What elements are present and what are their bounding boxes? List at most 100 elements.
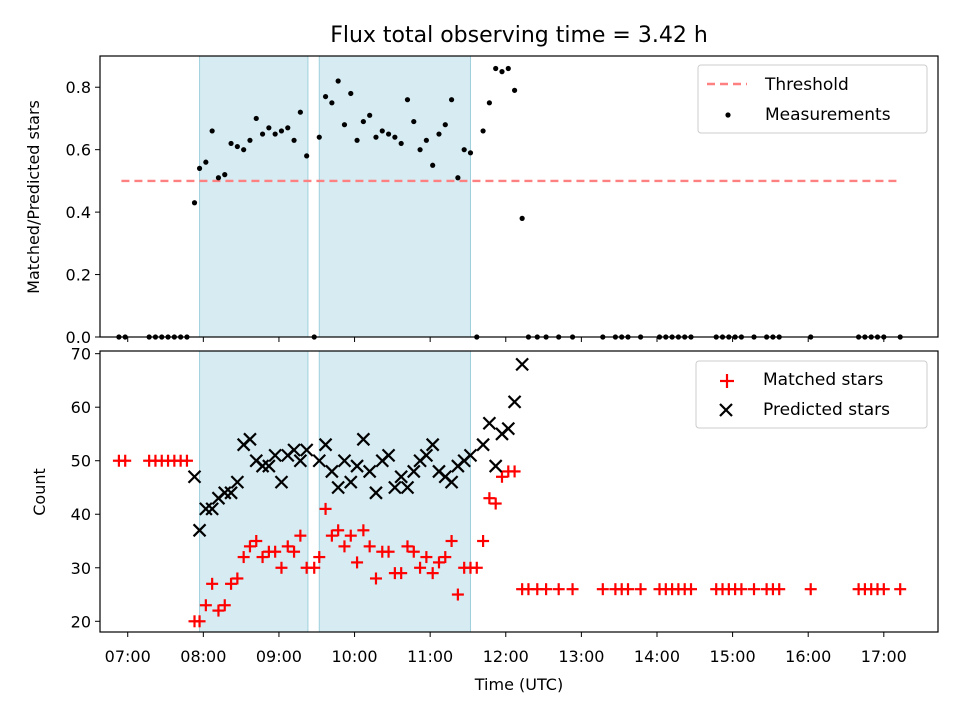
matched-stars-point [508,465,521,478]
x-tick-label: 14:00 [634,647,680,666]
predicted-stars-point [325,464,339,479]
matched-stars-point [451,588,464,601]
measurement-point [505,65,511,72]
matched-stars-point [281,540,294,553]
matched-stars-point [401,540,414,553]
bottom-plot-frame [99,350,939,633]
bottom-legend: Matched stars Predicted stars [695,360,928,429]
bottom-panel: 20 30 40 50 60 70 07:00 08:00 09:00 10:00 11:00 12… [30,345,939,694]
predicted-stars-legend-swatch [719,403,733,417]
matched-stars-point [225,577,238,590]
matched-stars-point [483,492,496,505]
matched-stars-point [313,551,326,564]
matched-stars-point [351,556,364,569]
bottom-y-axis-label: Count [30,468,49,516]
predicted-stars-point [444,475,459,489]
matched-stars-point [332,524,345,537]
measurement-point [241,147,247,153]
matched-stars-point [119,454,132,467]
matched-stars-point [243,540,256,553]
x-tick-label: 09:00 [256,647,302,666]
measurement-point [348,90,354,97]
predicted-stars-point [362,464,377,479]
matched-stars-point [477,535,490,548]
measurement-point [448,97,455,103]
predicted-stars-point [312,453,327,468]
predicted-stars-point [482,416,497,431]
measurement-point [329,100,335,106]
predicted-stars-point [255,459,270,473]
matched-stars-series [112,454,907,628]
predicted-stars-point [356,432,371,447]
measurement-point [191,200,198,206]
measurement-point [367,112,373,118]
matched-stars-point [256,551,269,564]
matched-stars-legend-swatch [720,374,734,388]
top-y-axis-ticks: 0.0 0.2 0.4 0.6 0.8 [66,78,100,347]
measurement-point [322,93,329,100]
y-tick-label: 70 [71,345,91,364]
measurement-point [278,128,285,134]
predicted-stars-point [406,464,421,479]
matched-stars-point [735,583,748,596]
measurement-point [215,175,222,181]
measurement-point [480,128,486,134]
measurement-point [404,97,411,103]
threshold-legend-label: Threshold [764,75,849,95]
measurement-point [297,109,303,115]
predicted-stars-point [287,443,301,457]
matched-stars-point [325,529,338,542]
y-tick-label: 0.4 [66,203,91,222]
measurement-point [373,134,379,140]
predicted-stars-point [343,475,358,489]
matched-stars-point [363,540,376,553]
y-tick-label: 0.2 [66,266,91,285]
measurement-point [511,87,518,93]
measurement-point [467,150,474,156]
measurement-point [519,215,525,221]
top-legend-box [697,64,928,134]
matched-stars-point [218,599,231,612]
x-tick-label: 12:00 [483,647,529,666]
measurement-point [360,118,366,125]
measurement-point [203,159,209,165]
measurement-point [253,115,259,122]
measurement-point [272,131,278,137]
matched-stars-point [804,583,817,596]
measurement-point [398,140,404,147]
measurement-point [385,131,392,137]
predicted-stars-point [262,459,276,473]
x-axis-label: Time (UTC) [474,675,563,694]
measurement-point [291,137,297,143]
y-tick-label: 0.8 [66,78,91,97]
predicted-stars-point [187,470,202,484]
matched-stars-point [634,583,647,596]
x-tick-label: 16:00 [785,647,831,666]
matched-stars-point [407,545,420,558]
measurement-point [423,137,429,143]
x-tick-label: 10:00 [331,647,377,666]
predicted-stars-point [419,448,434,463]
predicted-stars-point [331,480,345,495]
predicted-stars-point [230,475,245,489]
shaded-interval-2 [318,55,471,338]
measurement-point [341,122,348,128]
shaded-interval-2 [318,350,471,633]
matched-stars-point [470,561,483,574]
measurement-point [411,118,417,125]
x-tick-label: 08:00 [180,647,226,666]
measurement-point [234,143,240,150]
bottom-y-axis-ticks: 20 30 40 50 60 70 [71,345,100,631]
measurement-point [316,134,322,140]
predicted-stars-point [293,453,308,468]
matched-stars-point [206,577,219,590]
top-plot-frame [99,55,939,338]
matched-stars-point [212,604,225,617]
matched-stars-point [308,561,321,574]
predicted-stars-point [507,395,522,409]
matched-stars-point [237,551,250,564]
measurement-point [285,125,291,131]
matched-stars-point [275,561,288,574]
matched-stars-point [748,583,761,596]
chart-title: Flux total observing time = 3.42 h [330,23,708,48]
